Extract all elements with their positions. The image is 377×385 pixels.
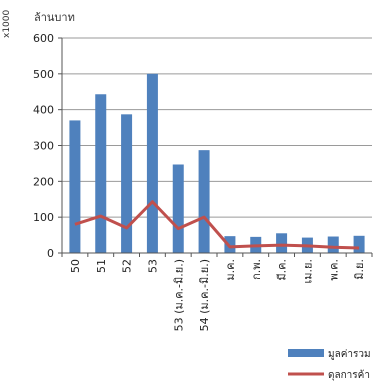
y-tick-label: 500 [33, 68, 54, 81]
balance-line [74, 200, 360, 250]
x-tick-label: พ.ค. [327, 259, 340, 281]
x-tick-label: มี.ค. [276, 259, 289, 281]
y-unit-label: ล้านบาท [34, 11, 75, 24]
y-tick-label: 400 [33, 104, 54, 117]
bar [95, 94, 107, 253]
y-tick-label: 300 [33, 140, 54, 153]
bar [198, 150, 210, 253]
x-tick-label: 53 (ม.ค.-มิ.ย.) [172, 259, 185, 331]
x-tick-label: เม.ย. [301, 259, 314, 283]
x-tick-label: 53 [146, 259, 159, 273]
y-tick-label: 200 [33, 175, 54, 188]
x-tick-label: ม.ค. [224, 259, 237, 281]
x-tick-label: 54 (ม.ค.-มิ.ย.) [198, 259, 211, 331]
bar [146, 73, 158, 253]
bar [121, 114, 133, 253]
bar [276, 233, 288, 253]
bar [327, 236, 339, 253]
x-tick-label: 51 [95, 259, 108, 273]
bar [224, 236, 236, 253]
bar [353, 235, 365, 253]
legend-swatch-bar [288, 349, 324, 357]
x-tick-label: 50 [69, 259, 82, 273]
y-tick-label: 100 [33, 211, 54, 224]
bar [172, 164, 184, 253]
x-tick-label: ก.พ. [250, 259, 263, 280]
x-tick-label: มิ.ย. [353, 259, 366, 280]
legend-label-bar: มูลค่ารวม [328, 349, 371, 360]
legend-label-line: ดุลการค้า [328, 369, 370, 381]
y-tick-label: 600 [33, 32, 54, 45]
bar [69, 120, 81, 254]
x-tick-label: 52 [121, 259, 134, 273]
y-tick-label: 0 [47, 247, 54, 260]
